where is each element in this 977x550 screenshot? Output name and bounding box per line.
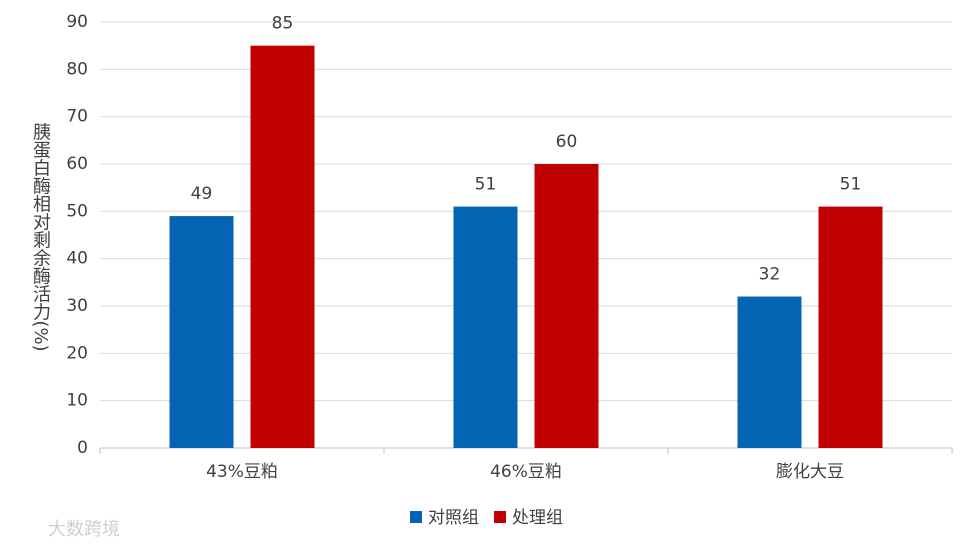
y-tick-label: 30 [66, 296, 88, 316]
data-label: 32 [759, 265, 781, 285]
data-label: 60 [556, 132, 578, 152]
x-tick-label: 46%豆粕 [490, 462, 562, 482]
data-label: 51 [840, 175, 862, 195]
y-tick-label: 0 [77, 438, 88, 458]
x-tick-label: 膨化大豆 [776, 462, 844, 482]
bar [453, 206, 518, 448]
bar [818, 206, 883, 448]
y-tick-label: 20 [66, 343, 88, 363]
data-label: 51 [475, 175, 497, 195]
bar [169, 216, 234, 448]
legend-label: 处理组 [512, 508, 563, 528]
legend-label: 对照组 [428, 508, 479, 528]
legend-swatch [494, 511, 506, 523]
y-tick-label: 80 [66, 59, 88, 79]
y-tick-label: 60 [66, 154, 88, 174]
bar [250, 45, 315, 449]
x-tick-label: 43%豆粕 [206, 462, 278, 482]
y-tick-label: 50 [66, 201, 88, 221]
y-tick-label: 90 [66, 12, 88, 32]
bar [737, 296, 802, 448]
data-label: 49 [191, 184, 213, 204]
y-tick-label: 40 [66, 249, 88, 269]
watermark: 大数跨境 [48, 519, 120, 540]
y-tick-label: 10 [66, 391, 88, 411]
data-label: 85 [272, 14, 294, 34]
y-tick-label: 70 [66, 107, 88, 127]
bar [534, 164, 599, 448]
legend-swatch [410, 511, 422, 523]
y-axis-label: 胰蛋白酶相对剩余酶活力(%) [30, 122, 51, 351]
